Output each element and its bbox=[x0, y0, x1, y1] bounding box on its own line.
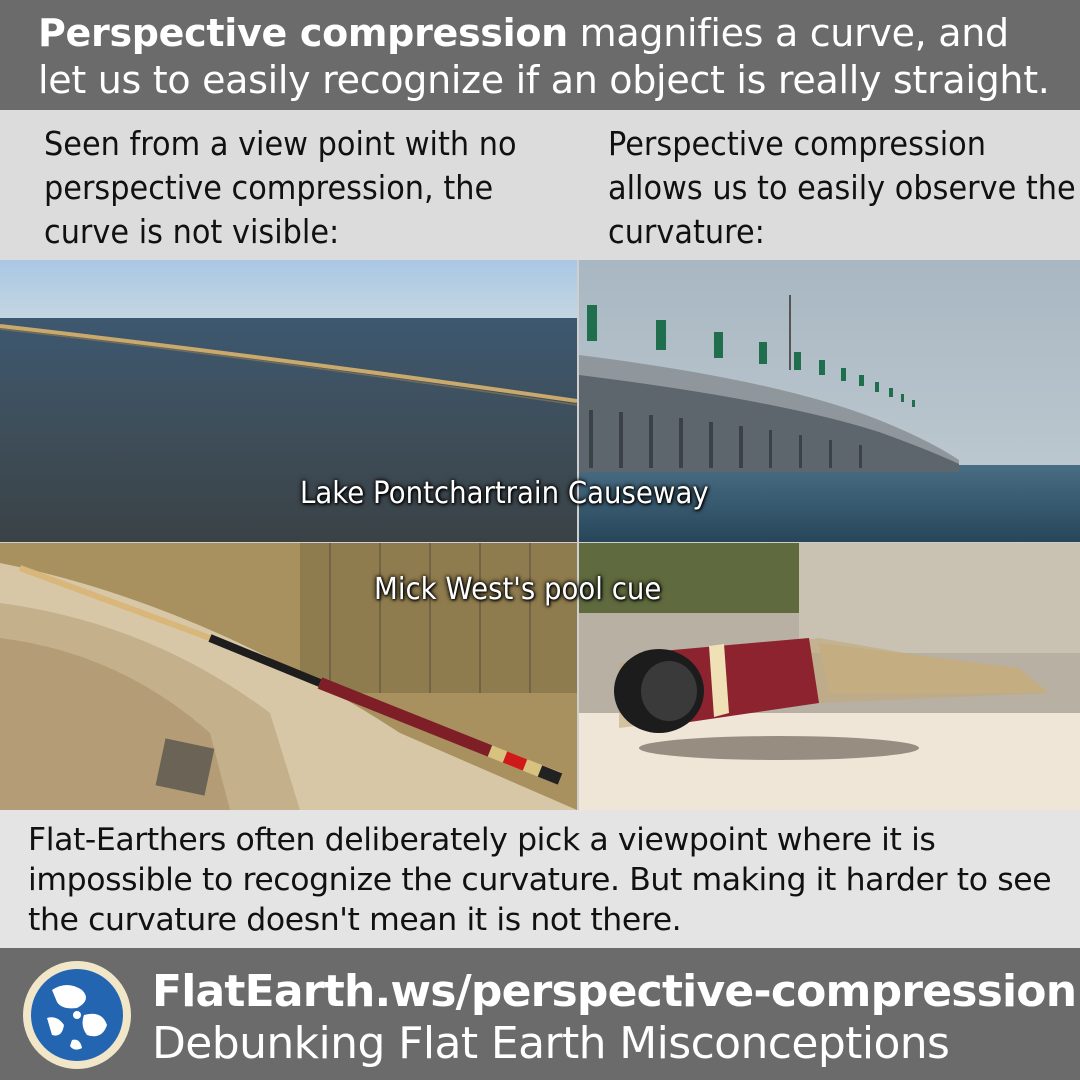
footer-banner: FlatEarth.ws/perspective-compression Deb… bbox=[0, 948, 1080, 1080]
globe-logo-icon bbox=[23, 961, 131, 1069]
causeway-aerial-photo bbox=[0, 260, 577, 542]
causeway-telephoto-photo bbox=[579, 260, 1080, 542]
photo-grid bbox=[0, 260, 1080, 810]
footer-url[interactable]: FlatEarth.ws/perspective-compression bbox=[152, 966, 1077, 1017]
pool-cue-wide-photo bbox=[0, 543, 577, 810]
header-banner: Perspective compression magnifies a curv… bbox=[0, 0, 1080, 110]
lake-causeway-label: Lake Pontchartrain Causeway bbox=[300, 476, 709, 511]
conclusion-text: Flat-Earthers often deliberately pick a … bbox=[0, 810, 1080, 948]
header-text: magnifies a curve, and let us to easily … bbox=[38, 11, 1050, 102]
caption-left: Seen from a view point with no perspecti… bbox=[44, 124, 517, 251]
captions-panel: Seen from a view point with no perspecti… bbox=[0, 110, 1080, 260]
pool-cue-label: Mick West's pool cue bbox=[374, 572, 662, 607]
caption-right: Perspective compression allows us to eas… bbox=[608, 124, 1076, 251]
header-bold-term: Perspective compression bbox=[38, 11, 568, 55]
footer-tagline: Debunking Flat Earth Misconceptions bbox=[152, 1018, 950, 1069]
pool-cue-closeup-photo bbox=[579, 543, 1080, 810]
